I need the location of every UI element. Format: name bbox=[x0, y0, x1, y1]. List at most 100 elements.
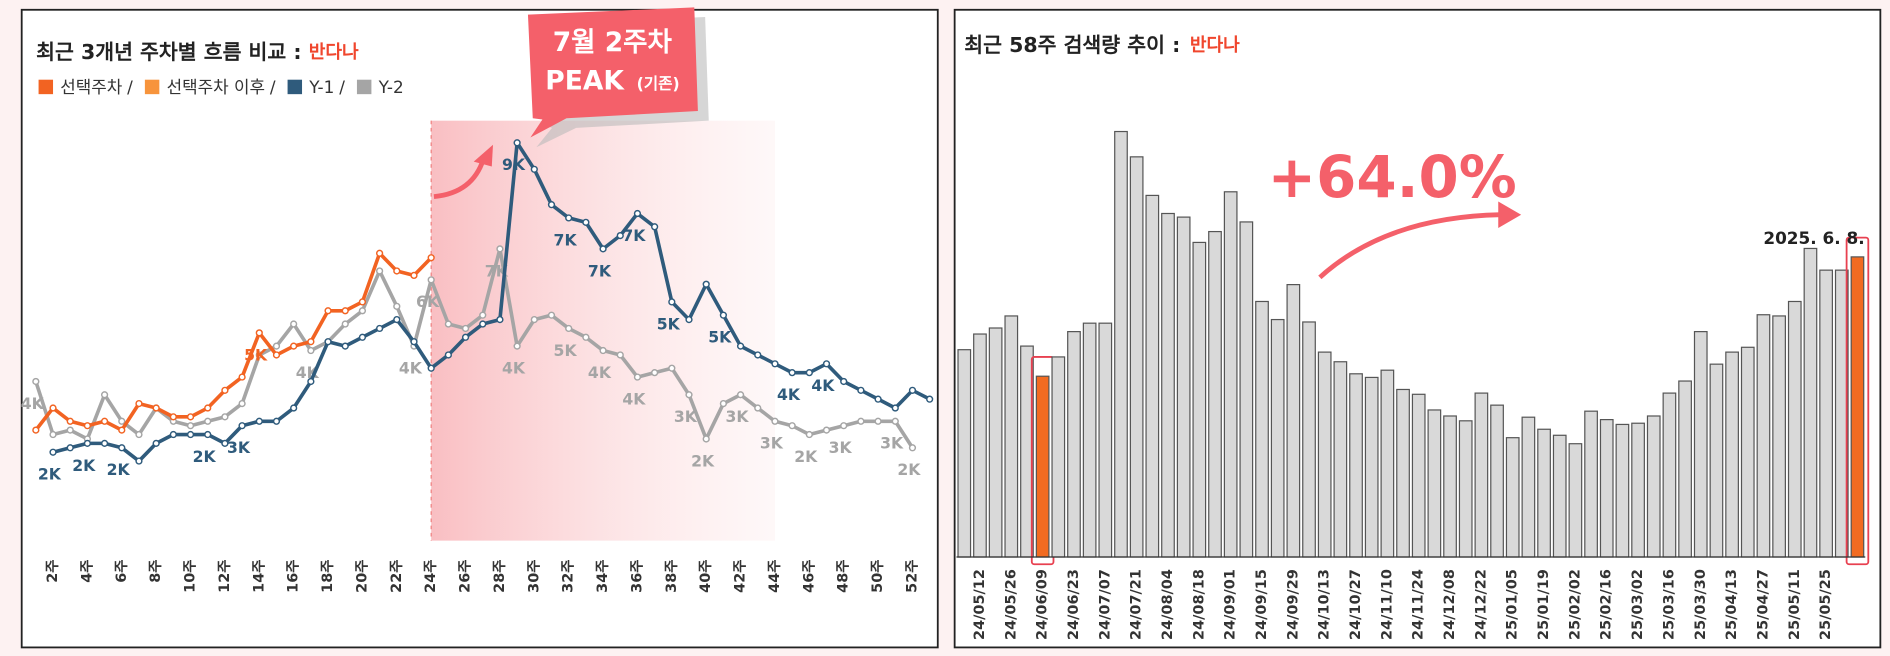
x-tick-label: 34주 bbox=[594, 559, 611, 592]
x-tick-label: 25/01/19 bbox=[1536, 569, 1552, 640]
bar bbox=[1161, 212, 1175, 558]
point bbox=[840, 377, 848, 386]
point bbox=[788, 369, 796, 377]
legend-separator: / bbox=[339, 77, 345, 97]
point bbox=[805, 430, 813, 439]
data-label: 5K bbox=[554, 341, 578, 360]
bar bbox=[988, 327, 1003, 558]
data-label: 4K bbox=[399, 359, 423, 378]
series-line bbox=[34, 247, 914, 449]
keyword: 반다나 bbox=[1190, 35, 1240, 56]
point bbox=[633, 373, 642, 381]
point bbox=[290, 320, 298, 328]
point bbox=[238, 399, 246, 408]
point bbox=[221, 386, 229, 394]
point bbox=[754, 404, 762, 412]
bar bbox=[1803, 247, 1818, 558]
point bbox=[358, 298, 367, 306]
bar bbox=[1756, 314, 1771, 558]
series-line bbox=[52, 140, 931, 463]
point bbox=[272, 417, 281, 425]
x-tick-label: 24/10/27 bbox=[1348, 569, 1364, 640]
bar bbox=[1255, 300, 1269, 558]
point bbox=[668, 298, 676, 306]
bar bbox=[1490, 404, 1504, 558]
bar bbox=[1192, 241, 1207, 558]
point bbox=[599, 245, 607, 253]
bar bbox=[1505, 437, 1520, 558]
bar bbox=[1114, 130, 1128, 558]
x-tick-label: 25/01/05 bbox=[1505, 569, 1521, 640]
last-date-label: 2025. 6. 8. bbox=[1763, 228, 1864, 248]
data-label: 4K bbox=[502, 359, 526, 378]
x-tick-label: 42주 bbox=[732, 559, 749, 592]
x-tick-label: 25/05/25 bbox=[1818, 569, 1834, 640]
data-label: 3K bbox=[725, 407, 749, 426]
point bbox=[49, 404, 57, 412]
point bbox=[651, 223, 659, 231]
data-label: 3K bbox=[829, 438, 853, 457]
point bbox=[926, 395, 934, 403]
point bbox=[118, 444, 126, 452]
point bbox=[375, 324, 384, 333]
x-tick-label: 2주 bbox=[44, 559, 61, 582]
point bbox=[307, 338, 315, 346]
bar bbox=[1270, 318, 1285, 558]
point bbox=[702, 280, 710, 288]
bar bbox=[1129, 156, 1144, 558]
point bbox=[461, 324, 470, 333]
x-tick-label: 4주 bbox=[78, 559, 95, 582]
callout-note: (기존) bbox=[637, 74, 680, 93]
bar bbox=[1004, 315, 1019, 558]
point bbox=[135, 430, 143, 439]
point bbox=[375, 267, 384, 275]
data-label: 4K bbox=[588, 363, 612, 382]
bar bbox=[1678, 380, 1692, 558]
x-tick-label: 36주 bbox=[628, 559, 645, 592]
x-tick-label: 24/10/13 bbox=[1317, 569, 1333, 640]
data-label: 5K bbox=[708, 328, 732, 347]
data-label: 4K bbox=[777, 385, 801, 404]
point bbox=[616, 231, 624, 240]
point bbox=[221, 413, 229, 421]
x-tick-label: 25/02/02 bbox=[1567, 569, 1583, 640]
data-label: 3K bbox=[760, 434, 784, 453]
data-label: 3K bbox=[674, 407, 698, 426]
point bbox=[857, 386, 865, 394]
point bbox=[307, 377, 315, 386]
callout-box bbox=[527, 7, 698, 138]
x-tick-label: 12주 bbox=[216, 559, 233, 592]
point bbox=[410, 271, 418, 280]
arrow-head bbox=[1498, 201, 1522, 228]
point bbox=[616, 351, 624, 359]
point bbox=[83, 422, 92, 430]
point bbox=[341, 307, 349, 315]
point bbox=[427, 276, 435, 284]
chart-title: 최근 3개년 주차별 흐름 비교 : bbox=[36, 40, 301, 64]
bar bbox=[1302, 321, 1316, 558]
point bbox=[513, 342, 521, 350]
data-label: 3K bbox=[227, 438, 251, 457]
point bbox=[169, 430, 177, 439]
data-label: 2K bbox=[897, 460, 921, 479]
point bbox=[496, 245, 504, 253]
x-tick-label: 24/12/22 bbox=[1473, 569, 1489, 640]
point bbox=[461, 333, 470, 341]
x-tick-label: 24/08/18 bbox=[1191, 569, 1207, 640]
bar bbox=[1145, 194, 1160, 558]
bar bbox=[1662, 392, 1677, 558]
bar bbox=[1239, 221, 1254, 558]
point bbox=[186, 422, 195, 430]
data-label: 5K bbox=[244, 345, 268, 364]
point bbox=[582, 333, 590, 341]
bar bbox=[1599, 419, 1614, 558]
point bbox=[599, 346, 607, 355]
x-tick-label: 24/08/04 bbox=[1160, 569, 1176, 640]
x-tick-label: 8주 bbox=[147, 559, 164, 582]
bar bbox=[1082, 322, 1097, 558]
point bbox=[393, 302, 401, 310]
point bbox=[135, 399, 143, 408]
x-tick-label: 48주 bbox=[835, 559, 852, 592]
point bbox=[908, 444, 917, 452]
data-label: 7K bbox=[554, 230, 578, 249]
